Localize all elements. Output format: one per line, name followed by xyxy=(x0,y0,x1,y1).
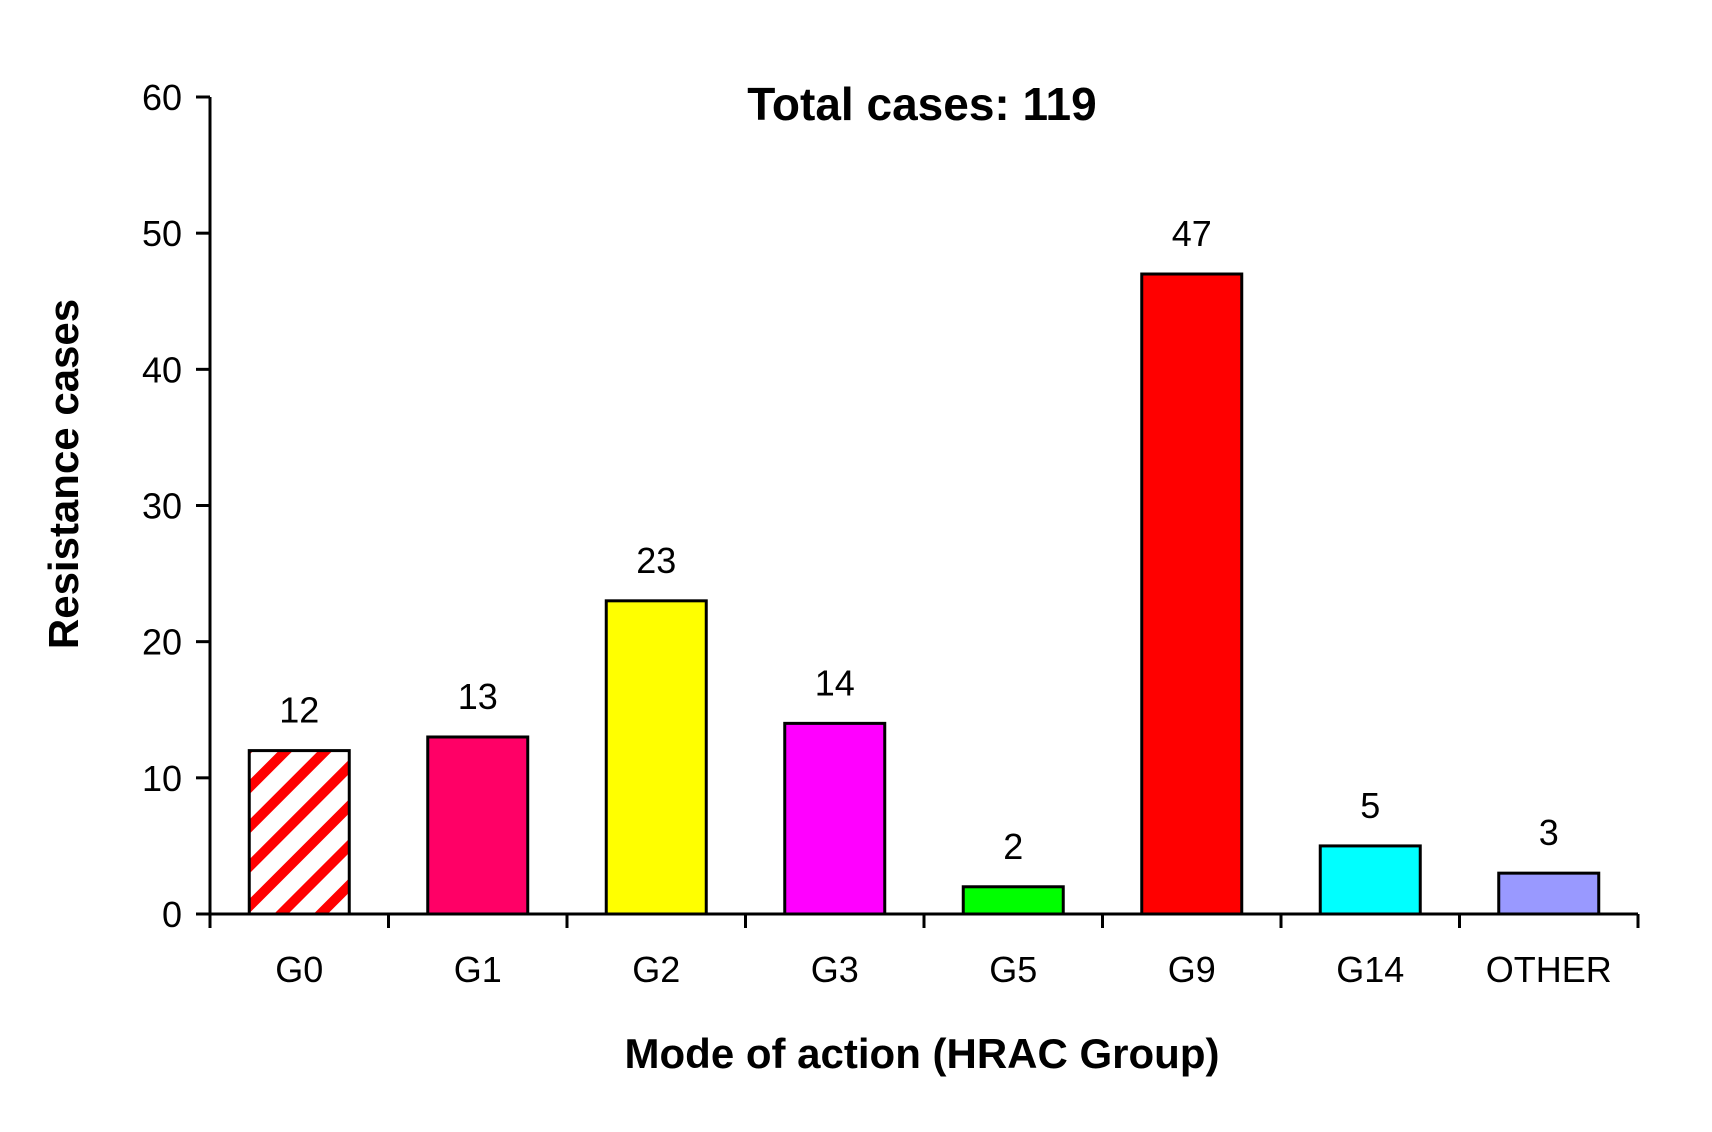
data-label: 12 xyxy=(279,690,319,731)
data-label: 47 xyxy=(1172,213,1212,254)
bar-g5 xyxy=(961,885,1065,916)
x-tick-label: G9 xyxy=(1168,949,1216,990)
x-axis-title: Mode of action (HRAC Group) xyxy=(625,1030,1220,1077)
data-label: 14 xyxy=(815,662,855,703)
bar-g2 xyxy=(604,599,708,916)
data-label: 23 xyxy=(636,540,676,581)
bar-g0 xyxy=(247,749,351,916)
y-axis-title: Resistance cases xyxy=(40,299,87,649)
bar-g1 xyxy=(426,735,530,916)
bar-g3 xyxy=(783,721,887,916)
x-tick-label: G3 xyxy=(811,949,859,990)
y-tick-label: 40 xyxy=(142,349,182,390)
bar-g9 xyxy=(1140,272,1244,916)
data-label: 5 xyxy=(1360,785,1380,826)
x-tick-label: G2 xyxy=(632,949,680,990)
x-tick-label: OTHER xyxy=(1486,949,1612,990)
bar-g14 xyxy=(1318,844,1422,916)
x-tick-label: G14 xyxy=(1336,949,1404,990)
y-tick-label: 0 xyxy=(162,894,182,935)
x-tick-label: G1 xyxy=(454,949,502,990)
chart-title: Total cases: 119 xyxy=(747,78,1096,130)
x-tick-label: G5 xyxy=(989,949,1037,990)
y-tick-label: 30 xyxy=(142,486,182,527)
x-tick-label: G0 xyxy=(275,949,323,990)
bar-other xyxy=(1497,871,1601,916)
y-axis-ticks: 0 10 20 30 40 50 60 xyxy=(142,77,210,935)
data-label: 3 xyxy=(1539,812,1559,853)
bars: 12 13 23 14 2 47 5 3 xyxy=(247,213,1601,916)
y-tick-label: 60 xyxy=(142,77,182,118)
data-label: 13 xyxy=(458,676,498,717)
y-tick-label: 20 xyxy=(142,622,182,663)
y-tick-label: 50 xyxy=(142,213,182,254)
y-tick-label: 10 xyxy=(142,758,182,799)
data-label: 2 xyxy=(1003,826,1023,867)
x-axis-ticks: G0 G1 G2 G3 G5 G9 G14 OTHER xyxy=(208,914,1640,990)
